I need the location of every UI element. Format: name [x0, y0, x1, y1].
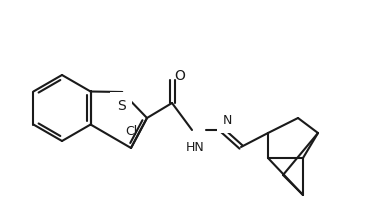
Text: O: O [174, 69, 185, 83]
Text: N: N [223, 114, 232, 127]
Text: Cl: Cl [125, 125, 137, 138]
Text: HN: HN [186, 141, 205, 154]
Text: S: S [117, 99, 125, 113]
